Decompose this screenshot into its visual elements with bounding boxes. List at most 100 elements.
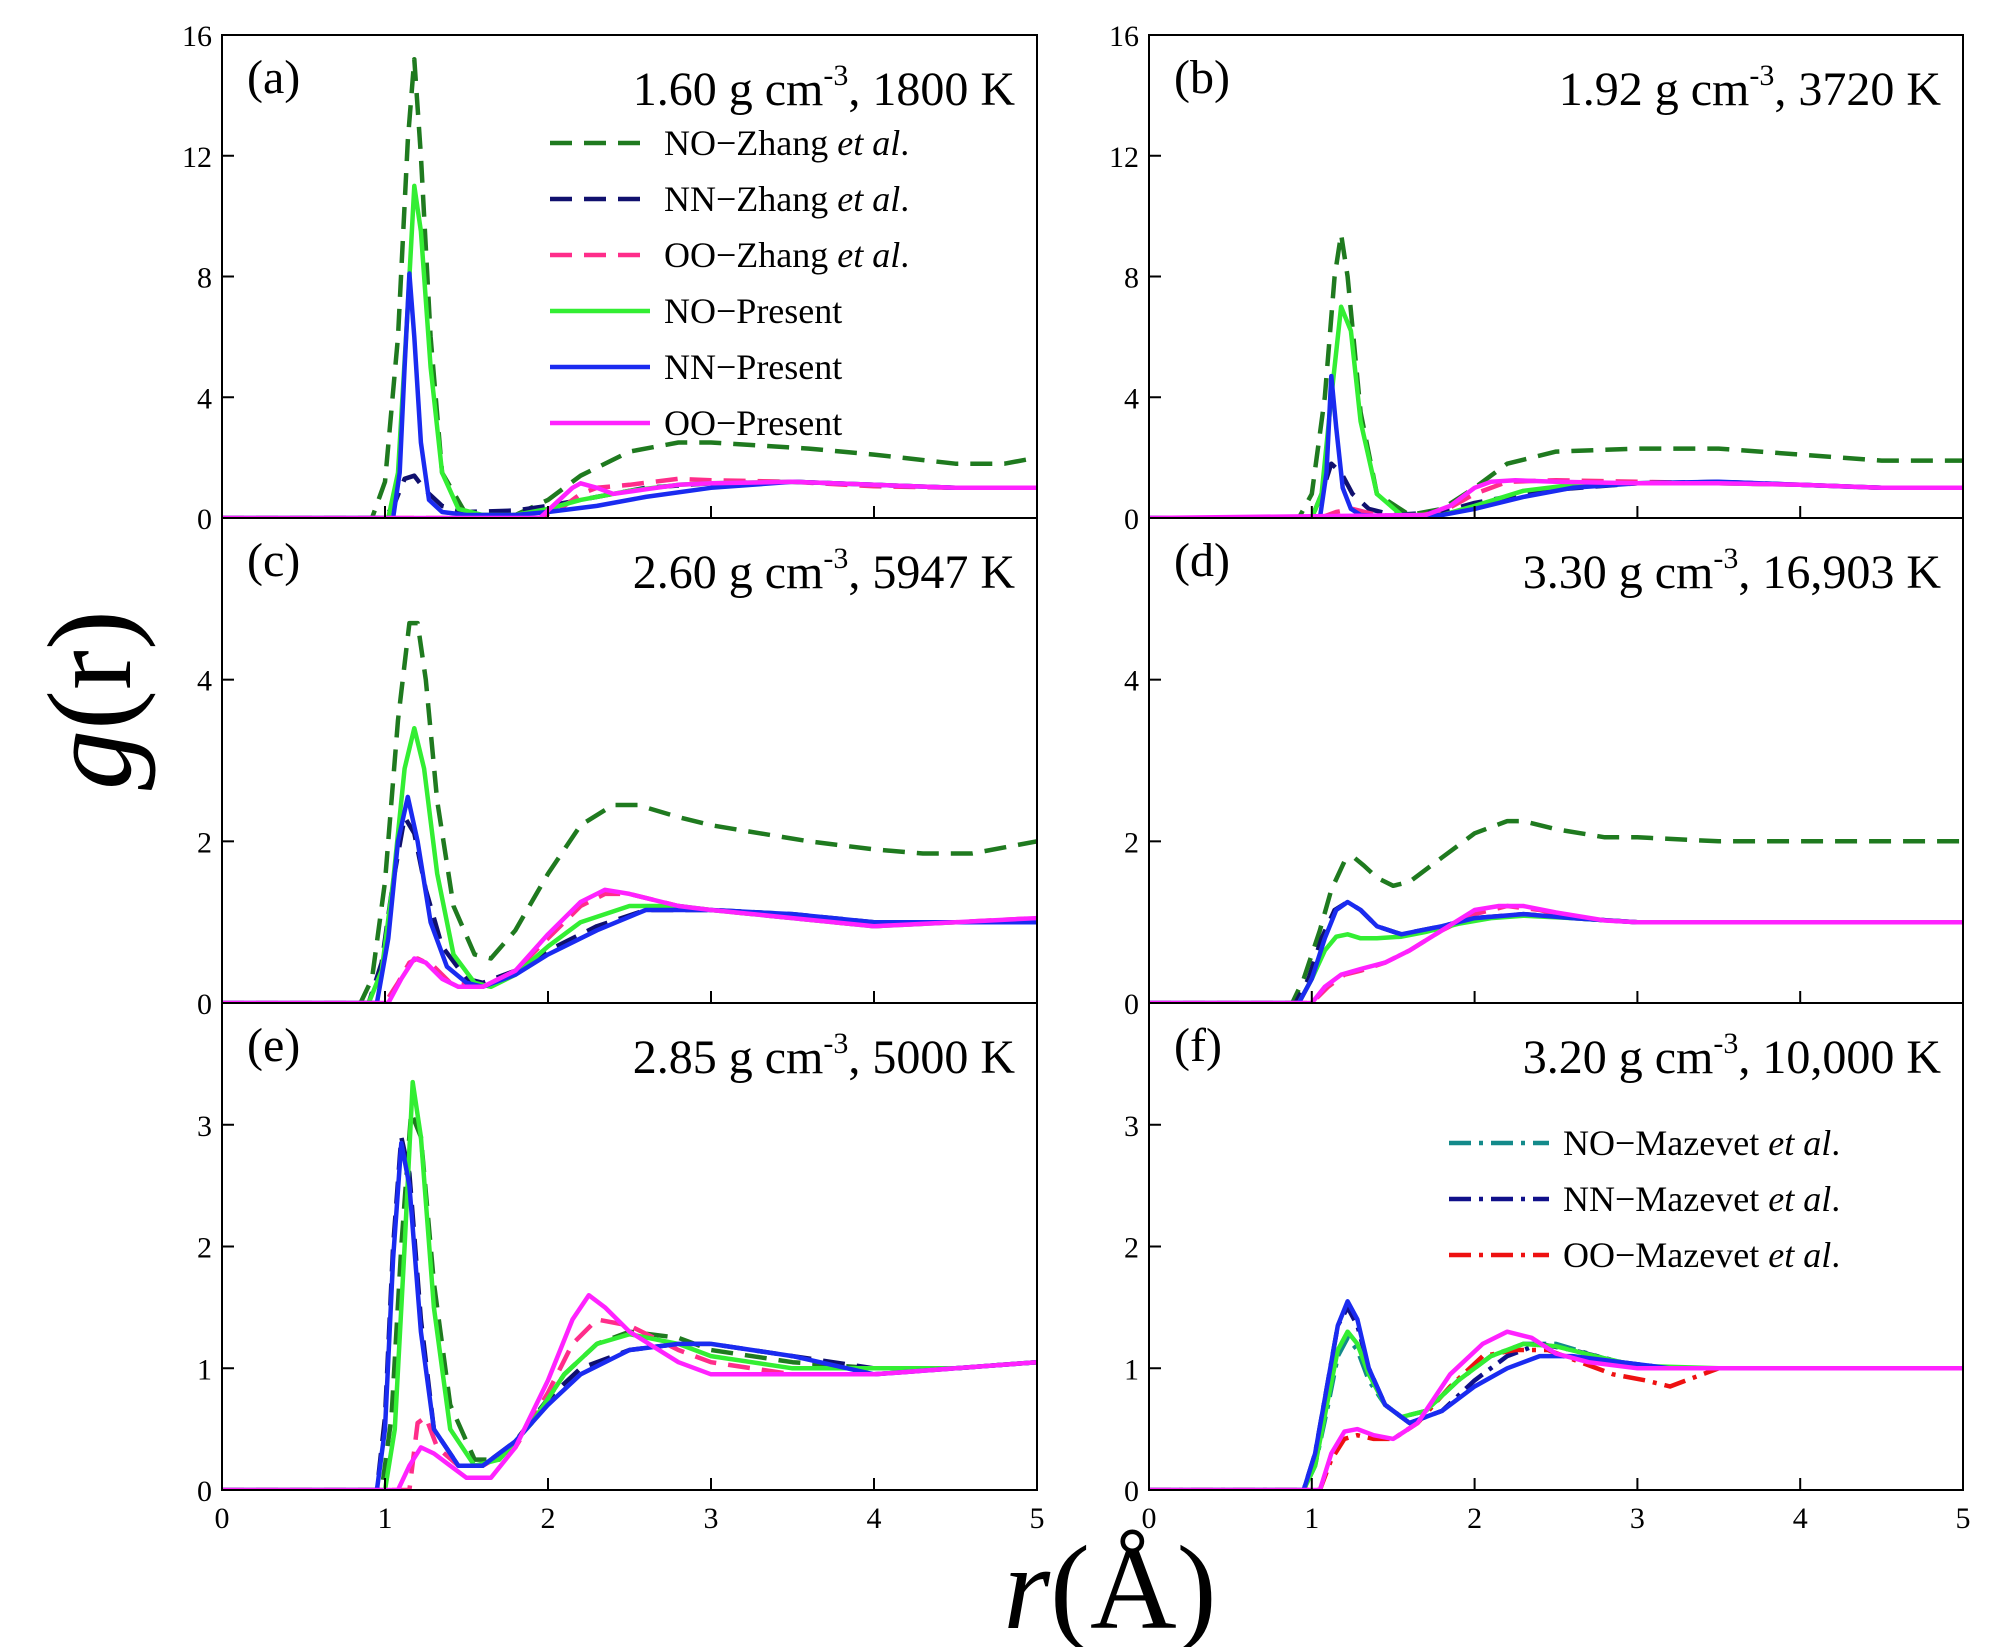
legend-text-post: . — [1831, 1123, 1840, 1163]
y-tick-label-a: 0 — [197, 503, 212, 536]
y-tick-label-b: 8 — [1124, 262, 1139, 295]
condition-sup: -3 — [823, 542, 848, 575]
condition-post: , 5000 K — [848, 1031, 1015, 1084]
series-line-oo-zhang-e — [222, 1317, 1037, 1490]
panel-c: 0 2 4 (c) 2.60 g cm-3, 5947 K — [197, 517, 1038, 1021]
legend-entry-oo-present: OO−Present — [664, 403, 842, 443]
legend-entry-nn-mazevet: NN−Mazevet et al. — [1563, 1179, 1840, 1219]
legend-entry-oo-zhang: OO−Zhang et al. — [664, 235, 909, 275]
legend-text-pre: OO−Present — [664, 403, 842, 443]
y-tick-label-b: 0 — [1124, 503, 1139, 536]
legend-text-italic: et al — [837, 235, 900, 275]
x-tick-label-e: 0 — [215, 1502, 230, 1535]
legend-entry-no-present: NO−Present — [664, 291, 842, 331]
y-tick-label-f: 1 — [1124, 1353, 1139, 1386]
y-tick-label-e: 0 — [197, 1475, 212, 1508]
condition-pre: 1.60 g cm — [633, 63, 824, 116]
x-tick-label-e: 4 — [867, 1502, 882, 1535]
condition-sup: -3 — [823, 1027, 848, 1060]
series-line-oo-zhang-a — [222, 476, 1037, 518]
series-line-no-present-c — [222, 725, 1037, 1003]
y-axis-label-rest: (r) — [23, 610, 156, 730]
x-axis-label-italic: r — [1003, 1521, 1051, 1647]
condition-b: 1.92 g cm-3, 3720 K — [1559, 59, 1942, 116]
legend-text-italic: et al — [1768, 1179, 1831, 1219]
x-axis-label-rest: (Å) — [1050, 1521, 1217, 1647]
series-line-nn-present-c — [222, 794, 1037, 1003]
legend-text-post: . — [1831, 1179, 1840, 1219]
legend-f: NO−Mazevet et al.NN−Mazevet et al.OO−Maz… — [1449, 1123, 1840, 1275]
y-tick-label-d: 0 — [1124, 988, 1139, 1021]
series-group-e — [222, 1079, 1037, 1490]
condition-post: , 5947 K — [848, 546, 1015, 599]
series-line-oo-present-d — [1149, 903, 1963, 1003]
series-line-oo-present-f — [1149, 1329, 1963, 1490]
condition-post: , 1800 K — [848, 63, 1015, 116]
legend-text-pre: OO−Zhang — [664, 235, 837, 275]
series-group-d — [1149, 818, 1963, 1003]
legend-text-post: . — [900, 179, 909, 219]
series-line-no-zhang-a — [222, 56, 1037, 518]
condition-sup: -3 — [1713, 1027, 1738, 1060]
legend-entry-nn-zhang: NN−Zhang et al. — [664, 179, 909, 219]
x-axis-label: r(Å) — [1003, 1521, 1216, 1647]
y-axis-label-italic: g — [23, 730, 156, 790]
y-tick-label-f: 3 — [1124, 1110, 1139, 1143]
y-tick-label-b: 4 — [1124, 382, 1139, 415]
x-tick-label-f: 0 — [1142, 1502, 1157, 1535]
series-line-no-present-d — [1149, 913, 1963, 1003]
x-tick-label-e: 3 — [704, 1502, 719, 1535]
series-line-no-present-a — [222, 183, 1037, 518]
condition-sup: -3 — [1749, 59, 1774, 92]
series-line-nn-zhang-e — [222, 1134, 1037, 1490]
legend-entry-no-mazevet: NO−Mazevet et al. — [1563, 1123, 1840, 1163]
condition-c: 2.60 g cm-3, 5947 K — [633, 542, 1016, 599]
series-line-no-zhang-c — [222, 620, 1037, 1003]
legend-text-post: . — [1831, 1235, 1840, 1275]
legend-text-pre: OO−Mazevet — [1563, 1235, 1768, 1275]
legend-text-italic: et al — [1768, 1123, 1831, 1163]
series-line-oo-mazevet-f — [1149, 1347, 1720, 1490]
y-tick-label-d: 2 — [1124, 826, 1139, 859]
x-tick-label-e: 1 — [378, 1502, 393, 1535]
series-line-oo-present-a — [222, 479, 1037, 518]
y-tick-label-c: 4 — [197, 665, 212, 698]
condition-post: , 3720 K — [1774, 63, 1941, 116]
legend-text-pre: NN−Mazevet — [1563, 1179, 1768, 1219]
y-tick-label-f: 0 — [1124, 1475, 1139, 1508]
y-axis-label: g(r) — [23, 610, 156, 790]
panel-label-d: (d) — [1174, 534, 1230, 587]
x-tick-label-f: 2 — [1467, 1502, 1482, 1535]
legend-entry-oo-mazevet: OO−Mazevet et al. — [1563, 1235, 1840, 1275]
legend-text-pre: NO−Mazevet — [1563, 1123, 1768, 1163]
y-tick-label-b: 16 — [1109, 20, 1139, 53]
y-tick-label-e: 3 — [197, 1110, 212, 1143]
x-tick-label-f: 1 — [1304, 1502, 1319, 1535]
panel-f: 0 1 2 3 0 1 2 3 4 5 (f) 3.20 g cm-3, 10,000 K NO−Maz… — [1124, 1002, 1971, 1535]
series-line-no-present-e — [222, 1079, 1037, 1490]
panel-label-c: (c) — [247, 534, 300, 587]
series-line-nn-present-f — [1149, 1299, 1963, 1490]
series-line-no-zhang-d — [1149, 818, 1963, 1003]
series-line-nn-zhang-a — [222, 473, 1037, 518]
y-tick-label-c: 0 — [197, 988, 212, 1021]
condition-f: 3.20 g cm-3, 10,000 K — [1523, 1027, 1942, 1084]
series-line-no-zhang-b — [1149, 231, 1963, 518]
condition-pre: 1.92 g cm — [1559, 63, 1750, 116]
condition-pre: 3.30 g cm — [1523, 546, 1714, 599]
series-line-oo-present-e — [222, 1292, 1037, 1490]
y-tick-label-a: 4 — [197, 382, 212, 415]
y-tick-label-e: 1 — [197, 1353, 212, 1386]
panel-b: 0 4 8 12 16 (b) 1.92 g cm-3, 3720 K — [1109, 20, 1964, 536]
y-tick-label-f: 2 — [1124, 1232, 1139, 1265]
x-tick-label-f: 3 — [1630, 1502, 1645, 1535]
series-group-b — [1149, 231, 1963, 518]
legend-text-pre: NN−Present — [664, 347, 842, 387]
x-tick-label-e: 2 — [541, 1502, 556, 1535]
x-tick-label-e: 5 — [1030, 1502, 1045, 1535]
legend-entry-no-zhang: NO−Zhang et al. — [664, 123, 909, 163]
x-tick-label-f: 4 — [1793, 1502, 1808, 1535]
condition-pre: 2.85 g cm — [633, 1031, 824, 1084]
